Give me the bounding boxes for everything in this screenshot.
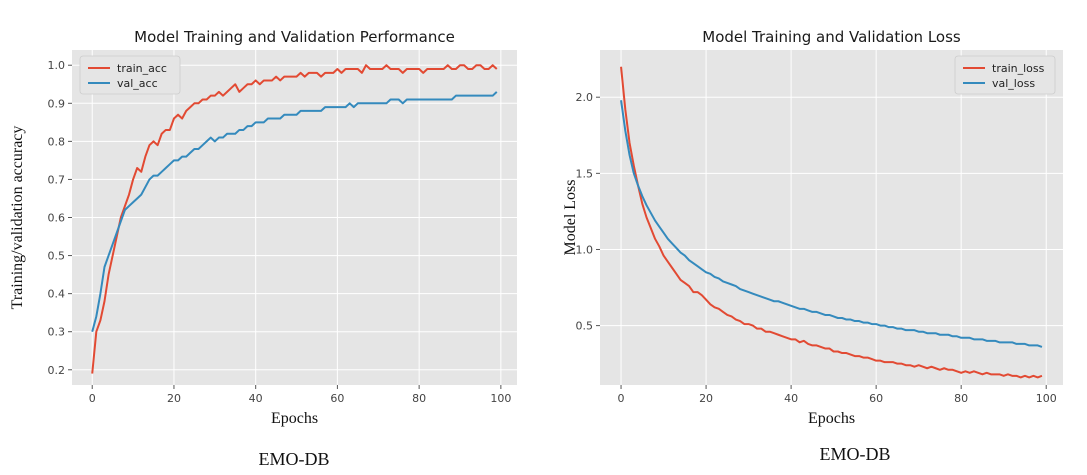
x-tick-label: 0 [618,392,625,405]
accuracy-chart: 0 20 40 60 80 100 0.2 0.3 0.4 0.5 0.6 0.7 0.8 0.9 1.0 t… [9,28,517,469]
y-tick-label: 1.5 [576,167,594,180]
y-tick-label: 0.8 [48,135,66,148]
legend-label-train_loss: train_loss [992,62,1045,75]
x-tick-label: 80 [954,392,968,405]
loss-chart: 0 20 40 60 80 100 0.5 1.0 1.5 2.0 train_loss val_lo… [562,28,1063,464]
legend: train_loss val_loss [954,55,1056,95]
series-line-val_loss [620,100,1043,348]
y-tick-label: 0.7 [48,173,66,186]
legend-label-val_loss: val_loss [992,77,1035,90]
y-tick-label: 0.9 [48,97,66,110]
y-axis-label: Model Loss [562,180,579,256]
y-tick-label: 0.4 [48,288,66,301]
x-tick-label: 100 [1036,392,1057,405]
y-tick-label: 2.0 [576,91,594,104]
x-tick-label: 80 [412,392,426,405]
x-tick-label: 20 [167,392,181,405]
y-tick-label: 0.6 [48,212,66,225]
x-tick-label: 0 [89,392,96,405]
chart-caption: EMO-DB [259,449,330,469]
legend-box [79,55,181,95]
y-tick-label: 0.3 [48,326,66,339]
chart-title: Model Training and Validation Performanc… [134,28,455,46]
chart-caption: EMO-DB [820,444,891,464]
x-tick-label: 20 [699,392,713,405]
y-tick-label: 0.5 [576,320,594,333]
x-tick-label: 40 [784,392,798,405]
x-tick-label: 40 [249,392,263,405]
y-tick-label: 1.0 [48,59,66,72]
series-line-train_loss [620,66,1043,379]
legend: train_acc val_acc [79,55,181,95]
legend-box [954,55,1056,95]
y-tick-label: 1.0 [576,243,594,256]
y-tick-label: 0.2 [48,364,66,377]
legend-label-train_acc: train_acc [117,62,167,75]
series-line-train_acc [91,64,498,374]
y-tick-label: 0.5 [48,250,66,263]
y-axis-label: Training/validation accuracy [9,126,26,310]
x-tick-label: 60 [869,392,883,405]
x-axis-label: Epochs [271,410,318,427]
x-axis-label: Epochs [808,410,855,427]
x-tick-label: 60 [330,392,344,405]
plot-area [600,50,1063,385]
legend-label-val_acc: val_acc [117,77,158,90]
x-tick-label: 100 [490,392,511,405]
chart-title: Model Training and Validation Loss [702,28,961,46]
series-line-val_acc [91,91,498,332]
